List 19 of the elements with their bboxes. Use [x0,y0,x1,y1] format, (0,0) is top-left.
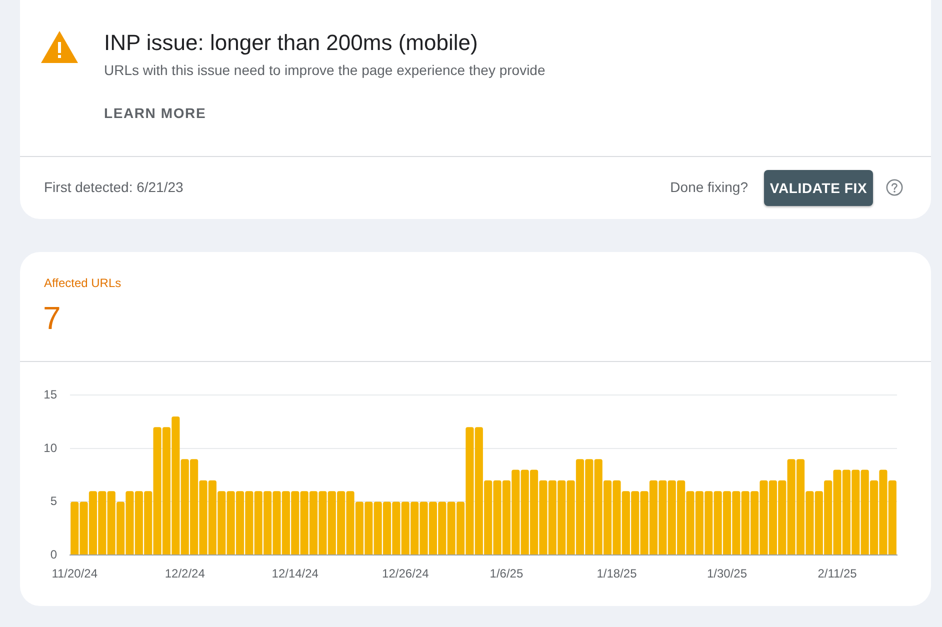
x-tick-label: 1/6/25 [490,566,524,581]
text: 7 [43,300,61,336]
x-tick-label: 11/20/24 [52,566,98,581]
x-tick-label: 1/30/25 [706,566,748,581]
x-tick-label: 1/18/25 [596,566,638,581]
y-tick-label: 10 [44,440,58,455]
chart-subtitle: URLs with this issue need to improve the page experience they provide [104,62,546,78]
y-tick-label: 15 [44,388,58,402]
y-tick-label: 5 [50,494,58,508]
text: Done fixing? [670,179,748,195]
x-tick-label: 12/26/24 [382,566,430,581]
x-tick-label: 12/2/24 [164,566,206,581]
text: Affected URLs [44,276,122,290]
x-tick-label: 12/14/24 [272,566,319,581]
text: LEARN MORE [104,105,206,121]
y-tick-label: 0 [50,547,58,562]
x-tick-label: 2/11/25 [818,566,858,581]
text: First detected: 6/21/23 [44,179,184,195]
chart-title: INP issue: longer than 200ms (mobile) [104,30,478,56]
